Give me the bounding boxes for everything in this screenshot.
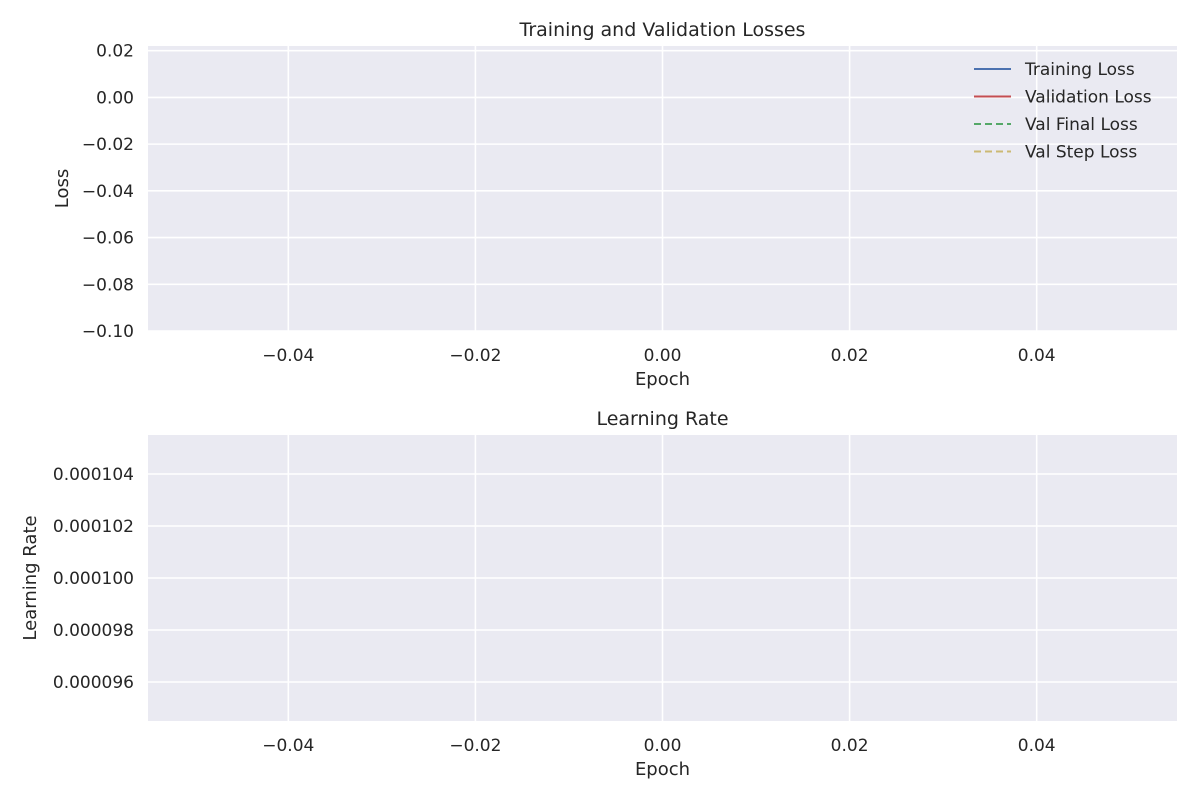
y-axis-label: Learning Rate [20,515,41,640]
x-axis-label: Epoch [635,759,690,780]
y-tick-label: 0.000104 [53,465,134,485]
y-tick-label: −0.06 [82,229,134,249]
y-tick-label: −0.04 [82,182,134,202]
x-tick-label: 0.02 [831,736,869,756]
x-tick-label: 0.00 [644,736,682,756]
subplot-1: −0.04 −0.02 0.00 0.02 0.04 0.02 0.00 −0.02 −0.04… [52,19,1177,390]
x-tick-label: −0.02 [449,346,501,366]
x-tick-label: −0.02 [449,736,501,756]
y-tick-label: 0.000102 [53,517,134,537]
y-tick-label: 0.000100 [53,569,134,589]
x-tick-label: −0.04 [262,736,314,756]
legend-label: Val Final Loss [1025,115,1138,135]
x-tick-label: 0.04 [1018,346,1056,366]
x-tick-label: 0.00 [644,346,682,366]
legend-label: Validation Loss [1025,88,1152,108]
y-tick-label: −0.10 [82,322,134,342]
y-tick-label: 0.02 [96,42,134,62]
y-tick-label: −0.08 [82,275,134,295]
legend-label: Val Step Loss [1025,143,1137,163]
x-tick-label: 0.04 [1018,736,1056,756]
subplot-2: −0.04 −0.02 0.00 0.02 0.04 0.000104 0.000102 0.… [20,408,1177,780]
x-axis-label: Epoch [635,369,690,390]
legend: Training Loss Validation Loss Val Final Lo… [974,60,1152,163]
chart-title: Training and Validation Losses [519,19,806,41]
chart-title: Learning Rate [596,408,728,430]
x-tick-label: 0.02 [831,346,869,366]
y-tick-label: 0.00 [96,88,134,108]
y-axis-label: Loss [52,169,73,208]
y-tick-label: 0.000098 [53,621,134,641]
legend-label: Training Loss [1024,60,1135,80]
y-tick-label: 0.000096 [53,673,134,693]
x-tick-label: −0.04 [262,346,314,366]
y-tick-label: −0.02 [82,135,134,155]
